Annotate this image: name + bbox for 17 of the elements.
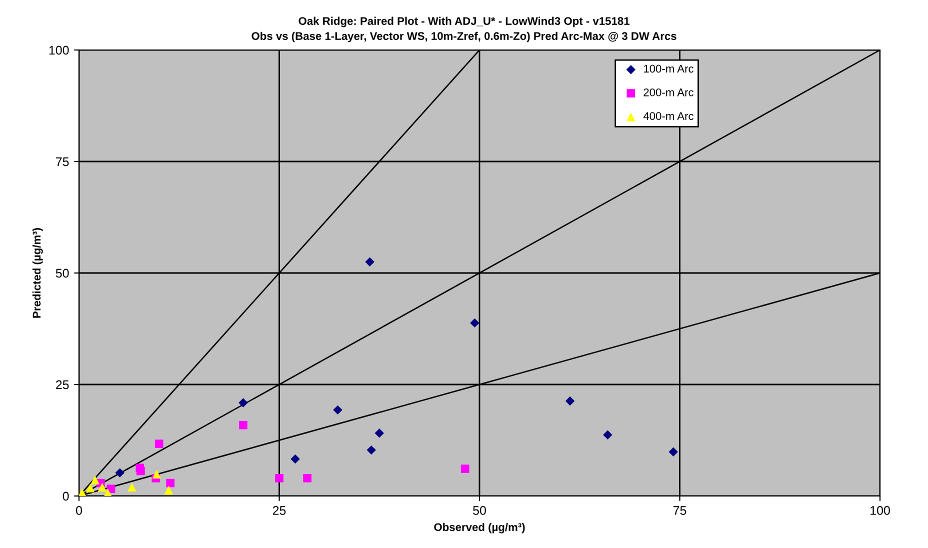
x-tick-label: 75 [673,506,686,515]
y-axis-title: Predicted (µg/m³) [32,228,43,318]
y-tick-label: 50 [56,268,69,278]
chart-subtitle: Obs vs (Base 1-Layer, Vector WS, 10m-Zref, 0.6m-Zo) Pred Arc-Max @ 3 DW Arcs [252,32,676,42]
legend-label: 200-m Arc [644,88,694,96]
x-tick-label: 50 [473,506,486,515]
x-tick-label: 100 [870,506,890,515]
legend-label: 400-m Arc [643,112,694,120]
legend-label: 100-m Arc [644,64,694,73]
y-tick-label: 75 [56,157,69,166]
chart-title: Oak Ridge: Paired Plot - With ADJ_U* - LowWind3 Opt - v15181 [298,16,630,28]
y-tick-label: 25 [56,380,69,390]
x-axis-title: Observed (µg/m³) [434,522,525,534]
y-tick-label: 0 [62,492,69,501]
x-tick-label: 0 [76,506,82,515]
x-tick-label: 25 [272,506,286,515]
y-tick-label: 100 [49,46,69,55]
